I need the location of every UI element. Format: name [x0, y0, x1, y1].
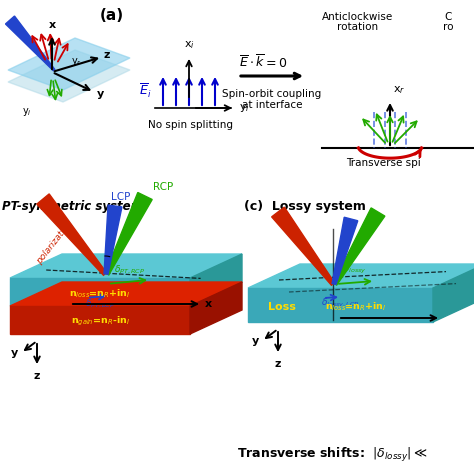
Text: $\overline{E} \cdot \overline{k} = 0$: $\overline{E} \cdot \overline{k} = 0$ — [239, 54, 287, 71]
Text: y: y — [11, 348, 18, 358]
Text: z: z — [104, 50, 110, 60]
Polygon shape — [10, 306, 190, 334]
Text: Transverse shifts:  $|\delta_{lossy}| \ll$: Transverse shifts: $|\delta_{lossy}| \ll… — [237, 446, 428, 464]
Polygon shape — [190, 254, 242, 306]
Text: y$_r$: y$_r$ — [72, 56, 82, 68]
Polygon shape — [333, 208, 385, 285]
Text: C: C — [444, 12, 452, 22]
Text: $\delta_{lossy,LCP}$: $\delta_{lossy,LCP}$ — [321, 297, 359, 310]
Polygon shape — [104, 205, 122, 274]
Polygon shape — [10, 254, 242, 278]
Text: Loss: Loss — [268, 301, 296, 312]
Text: x: x — [205, 299, 212, 309]
Text: RCP: RCP — [153, 182, 173, 192]
Text: x$_i$: x$_i$ — [183, 39, 194, 51]
Text: No spin splitting: No spin splitting — [148, 120, 234, 130]
Text: y$_i$: y$_i$ — [22, 106, 32, 118]
Polygon shape — [190, 282, 242, 334]
Polygon shape — [6, 16, 55, 71]
Text: Anticlockwise: Anticlockwise — [322, 12, 393, 22]
Text: x: x — [48, 20, 55, 30]
Text: (a): (a) — [100, 8, 124, 23]
Polygon shape — [332, 217, 358, 284]
Polygon shape — [8, 38, 130, 90]
Text: x$_r$: x$_r$ — [393, 84, 405, 96]
Text: LCP: LCP — [111, 192, 130, 202]
Text: y: y — [97, 89, 104, 99]
Polygon shape — [248, 264, 474, 288]
Text: z: z — [34, 371, 40, 381]
Polygon shape — [105, 192, 152, 275]
Polygon shape — [8, 50, 130, 102]
Polygon shape — [248, 288, 433, 322]
Text: at interface: at interface — [242, 100, 302, 110]
Text: polarization: polarization — [35, 219, 75, 265]
Polygon shape — [272, 207, 335, 285]
Text: $\delta_{PT,RCP}$: $\delta_{PT,RCP}$ — [113, 263, 145, 275]
Text: Spin-orbit coupling: Spin-orbit coupling — [222, 89, 322, 99]
Text: rotation: rotation — [337, 22, 379, 32]
Text: z: z — [275, 359, 281, 369]
Text: PT-symmetric system: PT-symmetric system — [2, 200, 143, 213]
Text: (c)  Lossy system: (c) Lossy system — [244, 200, 366, 213]
Text: Transverse spi: Transverse spi — [346, 158, 420, 168]
Text: $\overline{E}_i$: $\overline{E}_i$ — [138, 82, 151, 100]
Text: ro: ro — [443, 22, 453, 32]
Text: $\delta_{lossy}$: $\delta_{lossy}$ — [343, 264, 367, 276]
Text: $\delta_{PT,LCP}$: $\delta_{PT,LCP}$ — [85, 297, 115, 310]
Polygon shape — [433, 264, 474, 322]
Polygon shape — [10, 282, 242, 306]
Text: n$_{loss}$=n$_R$+in$_I$: n$_{loss}$=n$_R$+in$_I$ — [325, 301, 386, 313]
Text: y$_i$: y$_i$ — [239, 102, 250, 114]
Text: y: y — [252, 336, 259, 346]
Text: n$_{loss}$=n$_R$+in$_I$: n$_{loss}$=n$_R$+in$_I$ — [69, 287, 131, 300]
Polygon shape — [37, 194, 107, 275]
Text: n$_{gain}$=n$_R$-in$_I$: n$_{gain}$=n$_R$-in$_I$ — [71, 315, 129, 328]
Polygon shape — [10, 278, 190, 306]
